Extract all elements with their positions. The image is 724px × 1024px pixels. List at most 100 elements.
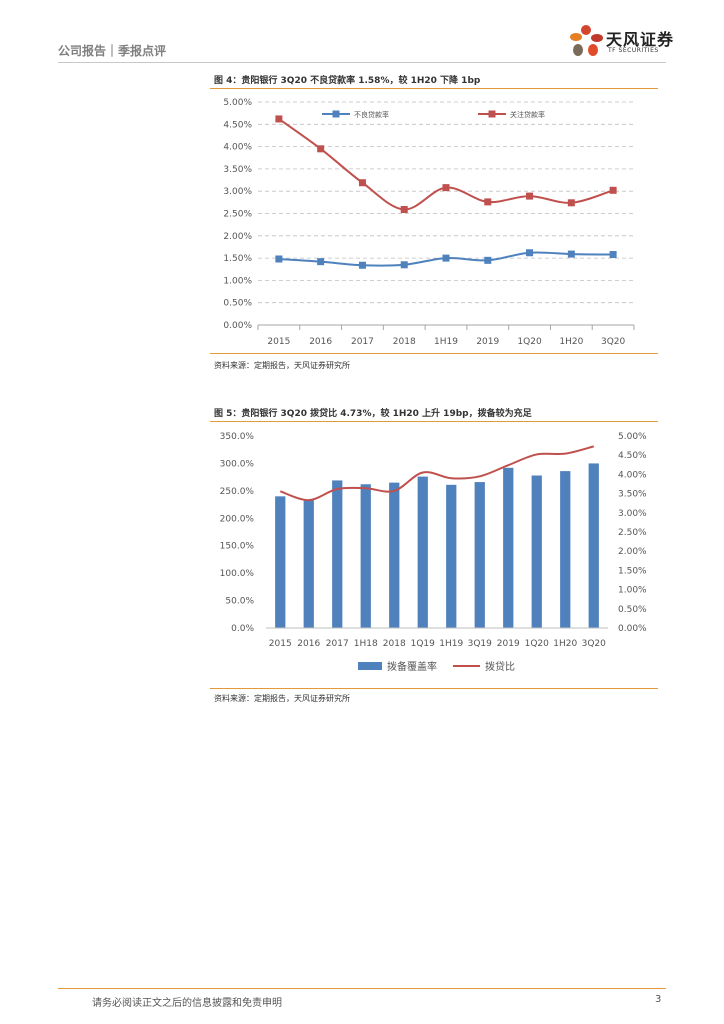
npl-line-chart: 0.00% 0.50% 1.00% 1.50% 2.00% 2.50% 3.00% 3.50%… (223, 98, 635, 347)
y-tick-label: 3.00% (223, 187, 252, 197)
y-tick-label: 5.00% (223, 98, 252, 108)
header-divider (58, 62, 666, 63)
x-tick-label: 1Q19 (411, 639, 436, 649)
x-tick-label: 2016 (309, 337, 332, 347)
y-left-tick-label: 0.0% (231, 624, 254, 634)
figure-5-top-rule (210, 421, 658, 422)
data-point (609, 186, 617, 194)
x-tick-label: 1H20 (559, 337, 583, 347)
provision-combo-chart: 0.0% 50.0% 100.0% 150.0% 200.0% 250.0% 300.0% 3… (220, 432, 647, 673)
x-tick-label: 1Q20 (525, 639, 550, 649)
y-left-tick-label: 350.0% (220, 432, 255, 442)
legend-label: 关注贷款率 (510, 110, 545, 119)
report-type-label: 公司报告｜季报点评 (58, 44, 167, 58)
figure-4-title: 图 4：贵阳银行 3Q20 不良贷款率 1.58%，较 1H20 下降 1bp (214, 76, 481, 86)
bar (531, 475, 542, 628)
data-point (526, 192, 534, 200)
figure-5-title: 图 5：贵阳银行 3Q20 拨贷比 4.73%，较 1H20 上升 19bp，拨… (214, 409, 532, 419)
figure-4-top-rule (210, 88, 658, 89)
y-tick-label: 1.50% (223, 254, 252, 264)
y-right-tick-label: 1.00% (618, 586, 647, 596)
y-right-tick-label: 3.50% (618, 490, 647, 500)
y-left-tick-label: 200.0% (220, 514, 255, 524)
bar (389, 482, 400, 628)
y-tick-label: 0.50% (223, 299, 252, 309)
logo-mark-icon (570, 25, 603, 56)
legend-marker (488, 110, 496, 118)
x-tick-label: 2017 (351, 337, 374, 347)
logo-text-en: TF SECURITIES (608, 47, 659, 54)
data-point (609, 251, 617, 259)
data-point (275, 255, 283, 263)
data-point (526, 249, 534, 257)
data-point (484, 256, 492, 264)
y-right-tick-label: 4.00% (618, 470, 647, 480)
footer-disclaimer: 请务必阅读正文之后的信息披露和免责申明 (92, 998, 282, 1009)
data-point (358, 261, 366, 269)
y-right-tick-label: 0.00% (618, 624, 647, 634)
figure-4-source: 资料来源：定期报告，天风证券研究所 (214, 361, 350, 370)
figure-5-source: 资料来源：定期报告，天风证券研究所 (214, 694, 350, 703)
logo-text-cn: 天风证券 (606, 30, 675, 49)
y-tick-label: 1.00% (223, 276, 252, 286)
data-point (567, 250, 575, 258)
data-point (567, 199, 575, 207)
legend-marker (332, 110, 340, 118)
bar (446, 484, 457, 628)
bar (417, 476, 428, 628)
figure-4-bottom-rule (210, 353, 658, 354)
data-point (358, 179, 366, 187)
legend-label: 不良贷款率 (354, 110, 389, 119)
x-tick-label: 2015 (267, 337, 290, 347)
data-point (317, 258, 325, 266)
y-right-tick-label: 4.50% (618, 451, 647, 461)
y-left-tick-label: 300.0% (220, 459, 255, 469)
data-point (317, 145, 325, 153)
x-tick-label: 2017 (326, 639, 349, 649)
x-tick-label: 2018 (393, 337, 416, 347)
legend-label: 拨备覆盖率 (387, 660, 437, 673)
data-point (275, 115, 283, 123)
x-tick-label: 1Q20 (517, 337, 542, 347)
bar (503, 467, 514, 628)
y-tick-label: 3.50% (223, 165, 252, 175)
x-tick-label: 2019 (476, 337, 499, 347)
x-tick-label: 1H19 (439, 639, 463, 649)
x-tick-label: 1H20 (553, 639, 577, 649)
data-point (442, 184, 450, 192)
y-left-tick-label: 150.0% (220, 542, 255, 552)
y-right-tick-label: 2.00% (618, 547, 647, 557)
y-right-tick-label: 0.50% (618, 605, 647, 615)
legend-bar-swatch (358, 662, 382, 670)
bar (275, 496, 286, 628)
y-tick-label: 2.00% (223, 232, 252, 242)
bar (474, 482, 485, 628)
data-point (484, 198, 492, 206)
company-logo: 天风证券 TF SECURITIES (568, 22, 678, 62)
bar (588, 463, 599, 628)
bar (332, 480, 343, 628)
bar (303, 500, 314, 628)
provision-ratio-line (279, 445, 595, 502)
x-tick-label: 3Q20 (582, 639, 607, 649)
y-right-tick-label: 1.50% (618, 566, 647, 576)
legend-label: 拨贷比 (485, 660, 515, 673)
x-tick-label: 2018 (383, 639, 406, 649)
data-point (400, 205, 408, 213)
footer-divider (58, 988, 666, 989)
y-left-tick-label: 50.0% (225, 597, 254, 607)
y-left-tick-label: 250.0% (220, 487, 255, 497)
bar (560, 471, 571, 628)
data-point (400, 261, 408, 269)
y-tick-label: 4.50% (223, 120, 252, 130)
x-tick-label: 2015 (269, 639, 292, 649)
bar (360, 484, 371, 628)
y-tick-label: 0.00% (223, 321, 252, 331)
x-tick-label: 1H18 (354, 639, 378, 649)
page-number: 3 (655, 994, 662, 1005)
y-tick-label: 4.00% (223, 143, 252, 153)
y-right-tick-label: 5.00% (618, 432, 647, 442)
figure-5-bottom-rule (210, 688, 658, 689)
series-line-2 (278, 118, 614, 211)
y-tick-label: 2.50% (223, 210, 252, 220)
